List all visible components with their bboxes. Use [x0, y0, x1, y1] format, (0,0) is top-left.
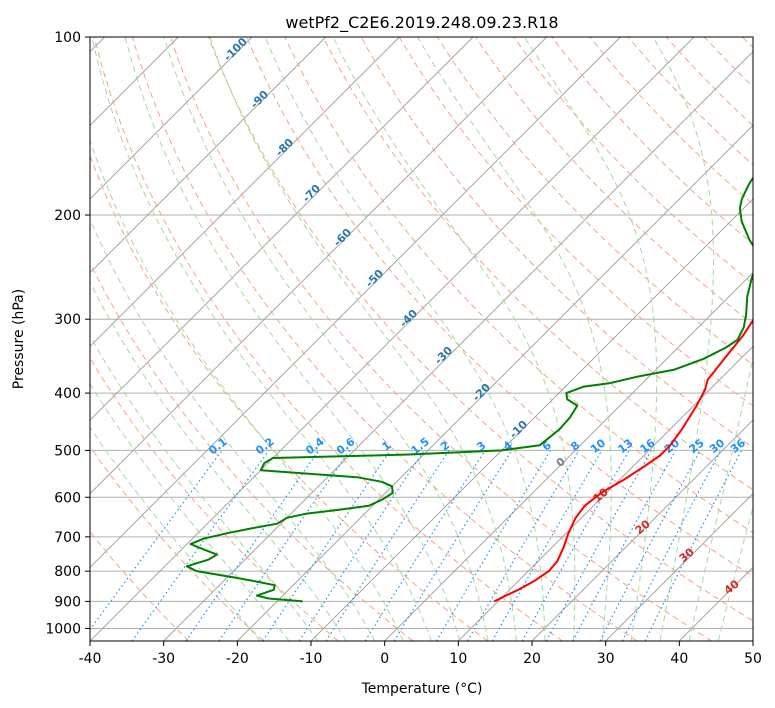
moist-adiabat-line: [264, 37, 546, 641]
y-tick-label: 600: [54, 490, 81, 506]
isotherm-line: [90, 37, 474, 421]
chart-title: wetPf2_C2E6.2019.248.09.23.R18: [285, 13, 558, 33]
mixing-ratio-line: [298, 450, 425, 641]
mixing-ratio-line: [185, 450, 320, 641]
moist-adiabat-line: [91, 37, 432, 641]
mixing-ratio-line: [325, 450, 450, 641]
moist-adiabat-line: [717, 505, 753, 641]
series-layer: [185, 175, 753, 603]
isotherm-line: [752, 640, 753, 641]
y-tick-label: 200: [54, 208, 81, 224]
isotherm-line: [163, 51, 753, 641]
y-tick-label: 400: [54, 386, 81, 402]
mixing-ratio-line: [218, 450, 351, 641]
dewpoint-profile-line: [185, 175, 753, 603]
dry-adiabat-line: [246, 37, 753, 577]
temperature-profile-line: [493, 318, 753, 603]
y-tick-label: 500: [54, 443, 81, 459]
isotherm-line: [90, 37, 400, 347]
moist-adiabat-line: [90, 382, 290, 641]
mixing-ratio-line: [545, 450, 652, 641]
y-axis: 100 200 300 400 500 600 700 800 900 1000: [45, 30, 90, 637]
dry-adiabat-line: [513, 37, 753, 285]
isotherm-line: [605, 493, 753, 641]
moist-adiabat-line: [163, 37, 489, 641]
dry-adiabat-line: [208, 37, 753, 622]
x-tick-label: 0: [380, 651, 389, 667]
mixing-ratio-line: [435, 450, 552, 641]
dry-adiabat-line: [90, 445, 264, 641]
isotherm-line: [90, 37, 547, 495]
isotherm-line: [458, 345, 753, 641]
x-axis: -40 -30 -20 -10 0 10 20 30 40 50: [79, 641, 762, 667]
dry-adiabat-line: [93, 37, 563, 641]
mixing-ratio-line: [262, 450, 391, 641]
mixing-ratio-line: [572, 450, 677, 641]
isotherm-line: [90, 37, 695, 641]
isotherm-line: [90, 37, 621, 568]
dry-adiabat-line: [322, 37, 753, 491]
x-axis-title: Temperature (°C): [361, 681, 483, 697]
x-tick-label: 20: [523, 651, 541, 667]
moist-adiabat-line: [332, 37, 576, 641]
plot-frame: [89, 36, 754, 642]
moist-adiabat-line: [124, 37, 461, 641]
x-tick-label: 50: [744, 651, 762, 667]
x-tick-label: -30: [152, 651, 175, 667]
dry-adiabat-line: [284, 37, 753, 534]
y-tick-label: 800: [54, 564, 81, 580]
isotherm-line: [90, 37, 253, 200]
mixing-ratio-line: [364, 450, 486, 641]
dry-adiabat-line: [475, 37, 753, 325]
mixing-ratio-line: [131, 450, 270, 641]
moist-adiabat-line: [523, 37, 658, 641]
moist-adiabat-line: [90, 138, 404, 641]
isotherm-line: [237, 124, 753, 641]
mixing-ratio-line: [644, 450, 743, 641]
moist-adiabat-line: [90, 426, 261, 641]
y-tick-label: 100: [54, 30, 81, 46]
x-tick-label: -10: [300, 651, 323, 667]
dry-adiabat-line: [90, 261, 414, 641]
moist-adiabat-line: [90, 335, 319, 641]
moist-adiabat-line: [652, 37, 714, 641]
mixing-ratio-line: [466, 450, 580, 641]
isotherm-line: [90, 37, 326, 274]
y-tick-label: 700: [54, 530, 81, 546]
background-lines: [90, 37, 753, 641]
isotherm-line: [384, 272, 753, 641]
mixing-ratio-line: [393, 450, 513, 641]
moist-adiabat-line: [209, 37, 517, 641]
dry-adiabat-line: [170, 37, 712, 641]
moist-adiabat-line: [90, 217, 376, 641]
y-tick-label: 900: [54, 594, 81, 610]
moist-adiabat-line: [688, 355, 753, 641]
y-axis-title: Pressure (hPa): [11, 289, 27, 389]
y-tick-label: 1000: [45, 621, 81, 637]
y-tick-label: 300: [54, 312, 81, 328]
isotherm-line: [531, 419, 753, 641]
x-tick-label: 10: [449, 651, 467, 667]
x-tick-label: 40: [670, 651, 688, 667]
x-tick-label: -20: [226, 651, 249, 667]
moist-adiabat-line: [90, 281, 347, 641]
x-tick-label: -40: [79, 651, 102, 667]
x-tick-label: 30: [597, 651, 615, 667]
